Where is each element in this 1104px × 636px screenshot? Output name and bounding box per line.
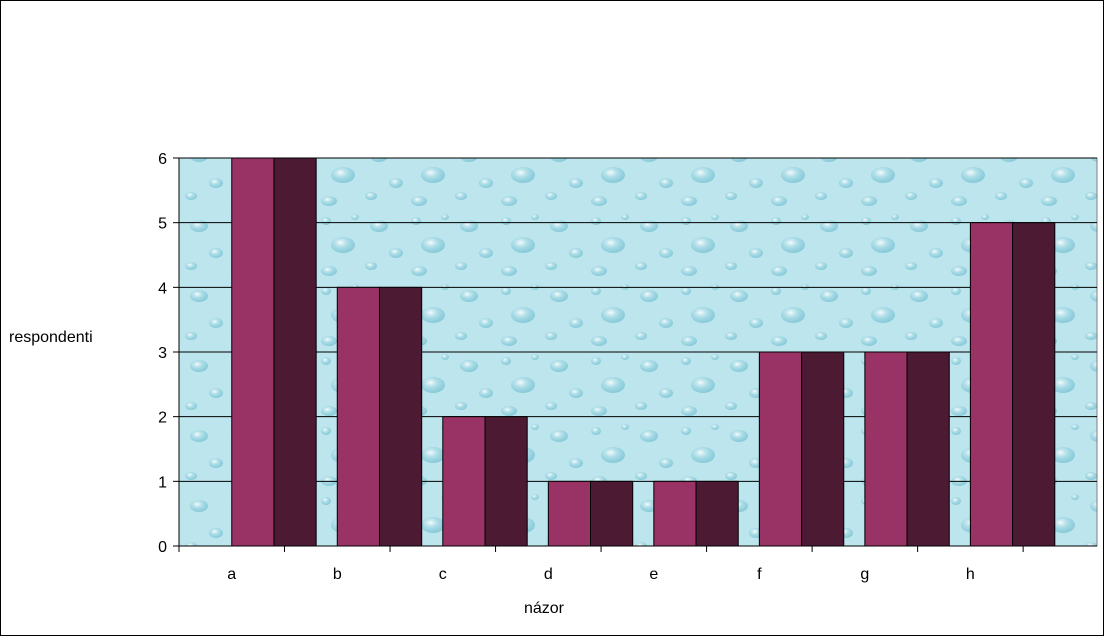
bar-e-series-2 [695,480,739,547]
bars [231,157,1056,547]
x-category-label-d: d [544,566,553,583]
x-category-label-e: e [649,566,658,583]
y-tick-label-1: 1 [158,474,167,491]
bar-h-series-2 [1012,222,1056,547]
y-tick-label-0: 0 [158,539,167,556]
y-tick-labels: 0 1 2 3 4 5 6 [158,151,167,556]
bar-b-series-2 [378,286,423,547]
bar-e-series-1 [653,480,697,547]
y-tick-label-6: 6 [158,151,167,168]
bar-c-series-1 [442,416,486,547]
bar-f-series-1 [758,351,803,547]
x-category-label-b: b [333,566,342,583]
x-axis-title: názor [524,600,565,617]
x-category-label-f: f [757,566,762,583]
bar-d-series-2 [590,480,634,547]
x-category-label-h: h [966,566,975,583]
bar-a-series-2 [273,157,317,547]
bar-g-series-2 [906,351,950,547]
x-category-label-g: g [860,566,869,583]
y-axis-title: respondenti [9,329,93,346]
bar-h-series-1 [969,222,1014,547]
axes [173,157,1097,552]
bar-b-series-1 [336,286,380,547]
x-category-labels: a b c d e f g h [227,566,975,583]
bar-d-series-1 [547,480,592,547]
bar-a-series-1 [231,157,275,547]
x-category-label-c: c [439,566,447,583]
bar-g-series-1 [864,351,908,547]
bar-f-series-2 [801,351,845,547]
y-tick-label-3: 3 [158,345,167,362]
y-tick-label-5: 5 [158,216,167,233]
y-tick-label-2: 2 [158,410,167,427]
bar-c-series-2 [484,416,528,547]
y-tick-label-4: 4 [158,280,167,297]
x-category-label-a: a [227,566,236,583]
